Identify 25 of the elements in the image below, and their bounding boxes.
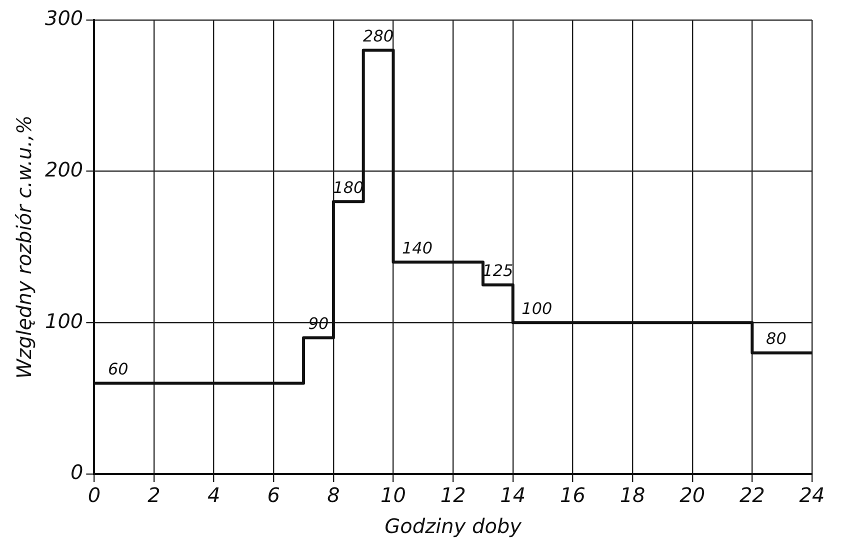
data-label: 80 bbox=[766, 329, 786, 348]
x-tick-label: 10 bbox=[380, 483, 406, 508]
data-label: 125 bbox=[482, 260, 514, 280]
x-tick-label: 20 bbox=[680, 483, 706, 508]
x-axis-title: Godziny doby bbox=[384, 514, 523, 538]
data-label: 60 bbox=[108, 359, 128, 378]
x-tick-label: 2 bbox=[148, 483, 160, 508]
x-tick-label: 22 bbox=[739, 483, 765, 508]
x-tick-label: 12 bbox=[440, 483, 466, 508]
y-tick-label: 0 bbox=[70, 460, 84, 484]
y-tick-label: 200 bbox=[44, 158, 84, 182]
x-tick-label: 14 bbox=[500, 483, 526, 508]
x-tick-label: 0 bbox=[88, 483, 101, 508]
x-tick-label: 24 bbox=[799, 483, 825, 508]
x-tick-label: 4 bbox=[207, 483, 220, 508]
x-tick-label: 16 bbox=[560, 483, 586, 508]
data-label: 140 bbox=[402, 238, 433, 258]
data-label: 180 bbox=[333, 178, 364, 197]
data-label: 100 bbox=[522, 298, 552, 318]
y-tick-label: 100 bbox=[44, 308, 84, 333]
y-axis-title: Względny rozbiór c.w.u.,% bbox=[12, 115, 36, 379]
x-tick-label: 18 bbox=[620, 483, 646, 508]
x-tick-label: 8 bbox=[327, 483, 340, 508]
y-tick-label: 300 bbox=[44, 6, 84, 30]
x-tick-label: 6 bbox=[267, 483, 280, 508]
